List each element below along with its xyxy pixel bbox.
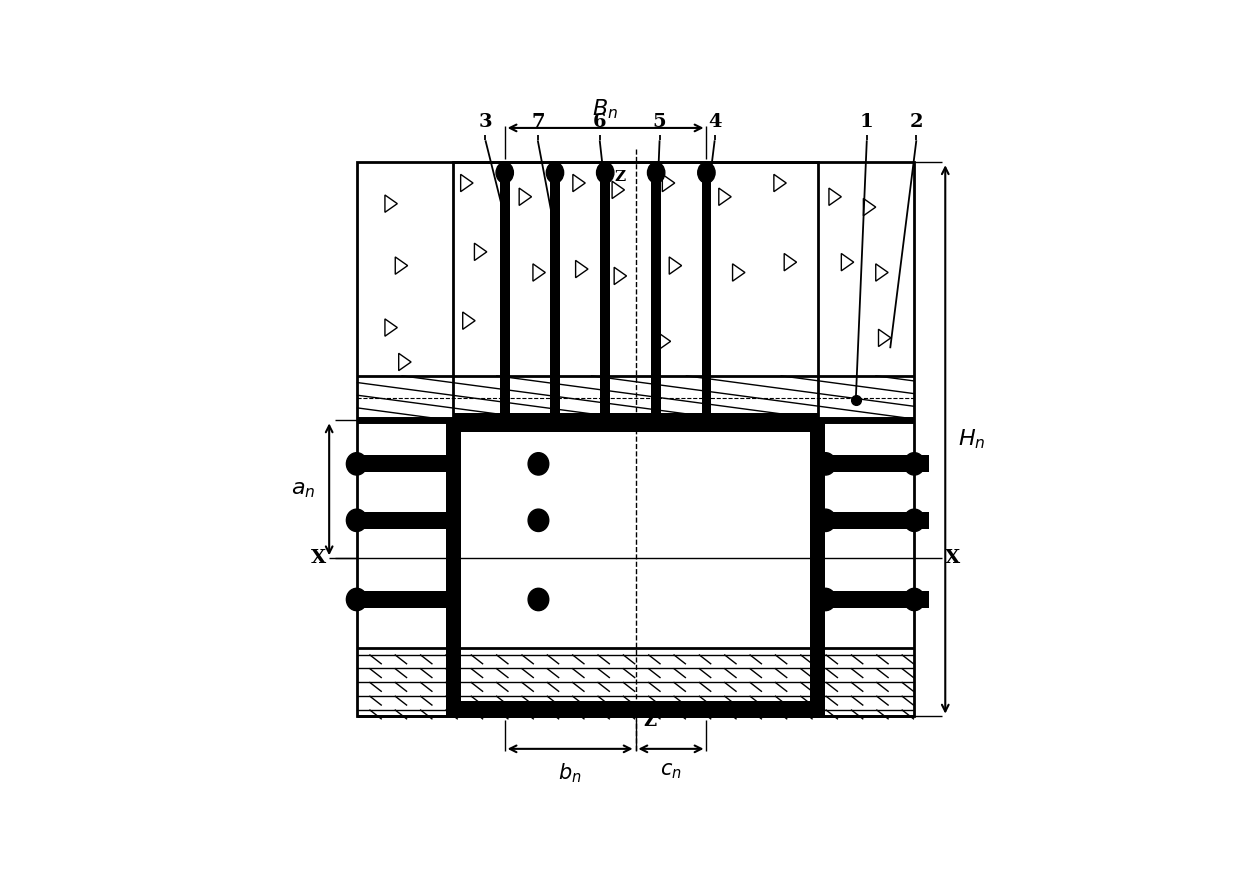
Polygon shape [460, 174, 472, 191]
Ellipse shape [904, 509, 925, 532]
Ellipse shape [496, 163, 513, 183]
Bar [357, 420, 914, 716]
Polygon shape [719, 188, 732, 206]
Polygon shape [863, 198, 875, 215]
Bar [357, 163, 914, 375]
Bar [357, 455, 453, 472]
Text: 6: 6 [593, 113, 606, 131]
Ellipse shape [904, 452, 925, 475]
Text: 7: 7 [531, 113, 544, 131]
Ellipse shape [815, 588, 836, 611]
Polygon shape [670, 257, 682, 274]
Text: X: X [310, 549, 326, 567]
Text: 1: 1 [859, 113, 874, 131]
Polygon shape [828, 188, 841, 206]
Polygon shape [475, 243, 487, 260]
Bar [357, 591, 453, 608]
Polygon shape [878, 329, 890, 347]
Text: $b_n$: $b_n$ [558, 762, 582, 785]
Ellipse shape [815, 509, 836, 532]
Ellipse shape [528, 588, 549, 611]
Ellipse shape [647, 163, 665, 183]
Ellipse shape [904, 588, 925, 611]
Polygon shape [384, 319, 397, 336]
Polygon shape [614, 267, 626, 284]
Polygon shape [384, 195, 397, 213]
Bar [500, 163, 510, 420]
Text: 2: 2 [910, 113, 923, 131]
Bar [826, 455, 930, 472]
Text: 3: 3 [479, 113, 492, 131]
Bar [600, 163, 610, 420]
Ellipse shape [547, 163, 564, 183]
Text: Z: Z [615, 171, 626, 184]
Text: 4: 4 [708, 113, 722, 131]
Polygon shape [733, 264, 745, 282]
Text: $c_n$: $c_n$ [661, 762, 682, 781]
Ellipse shape [528, 509, 549, 532]
Ellipse shape [346, 509, 367, 532]
Ellipse shape [698, 163, 715, 183]
Polygon shape [658, 333, 671, 350]
Polygon shape [784, 254, 796, 271]
Bar [651, 163, 661, 420]
Ellipse shape [528, 452, 549, 475]
Bar [702, 163, 712, 420]
Bar [453, 413, 818, 432]
Polygon shape [875, 264, 888, 282]
Bar [551, 163, 559, 420]
Text: $H_n$: $H_n$ [957, 427, 985, 451]
Polygon shape [613, 181, 625, 198]
Bar [357, 647, 914, 716]
Polygon shape [573, 174, 585, 191]
Bar [453, 702, 818, 716]
Bar [445, 420, 460, 716]
Polygon shape [399, 353, 412, 371]
Polygon shape [662, 174, 675, 191]
Text: Z: Z [644, 713, 657, 730]
Text: 5: 5 [652, 113, 666, 131]
Bar [357, 163, 914, 716]
Text: $a_n$: $a_n$ [291, 478, 315, 501]
Ellipse shape [346, 588, 367, 611]
Bar [811, 420, 826, 716]
Polygon shape [520, 188, 532, 206]
Bar [357, 375, 914, 420]
Ellipse shape [815, 452, 836, 475]
Polygon shape [463, 312, 475, 329]
Polygon shape [774, 174, 786, 191]
Polygon shape [396, 257, 408, 274]
Ellipse shape [346, 452, 367, 475]
Ellipse shape [596, 163, 614, 183]
Bar [453, 163, 818, 716]
Text: X: X [945, 549, 961, 567]
Text: $B_n$: $B_n$ [593, 97, 619, 121]
Bar [826, 511, 930, 529]
Polygon shape [533, 264, 546, 282]
Polygon shape [841, 254, 853, 271]
Polygon shape [575, 260, 588, 278]
Bar [357, 511, 453, 529]
Bar [826, 591, 930, 608]
